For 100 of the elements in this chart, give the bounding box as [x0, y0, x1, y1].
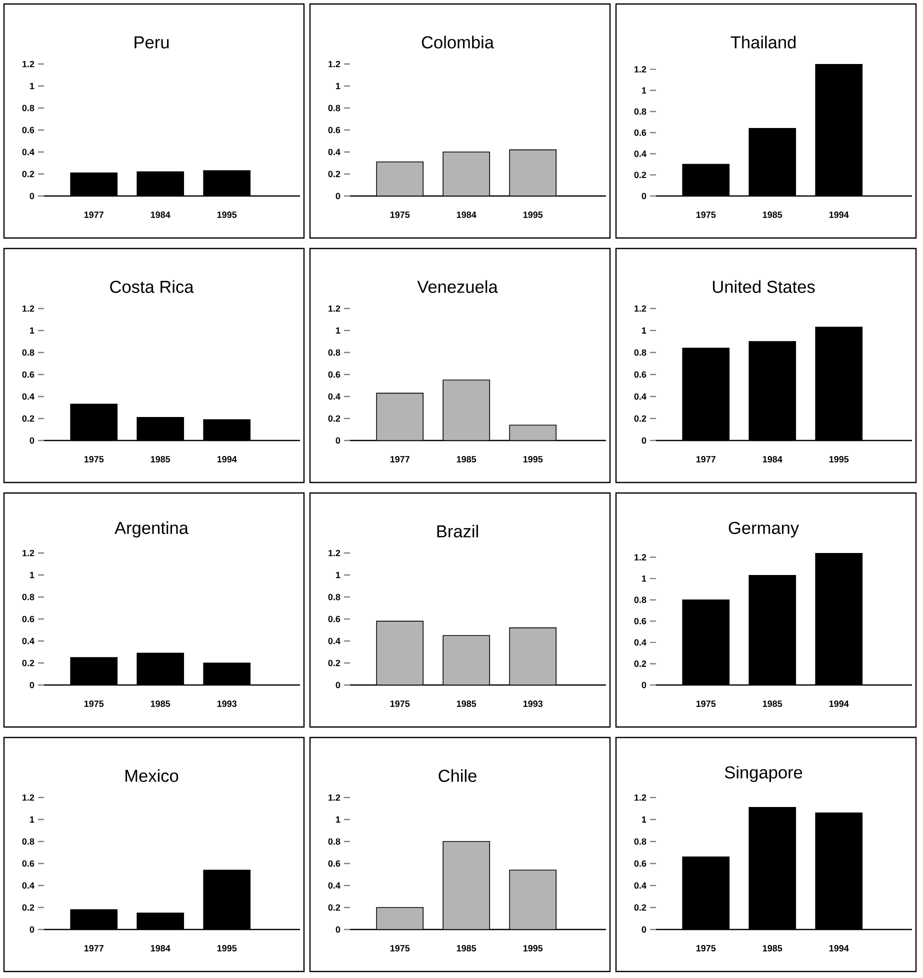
y-tick-label: 0.6: [22, 616, 34, 622]
x-tick-label: 1975: [696, 700, 716, 707]
y-tick-label: 1: [336, 816, 340, 823]
bar: [442, 152, 490, 196]
x-tick-label: 1977: [390, 456, 410, 462]
y-tick-label: 1.2: [328, 794, 340, 801]
y-tick-label: 0.4: [634, 882, 646, 889]
y-tick-label: 0.2: [634, 172, 646, 178]
bar: [442, 635, 490, 686]
y-tick-label: 0: [336, 926, 340, 933]
y-tick-label: 1.2: [22, 60, 34, 68]
x-tick-label: 1993: [523, 700, 543, 707]
y-tick-label: 0.8: [328, 838, 340, 845]
y-tick-label: 1: [30, 572, 34, 578]
x-tick-label: 1995: [523, 945, 543, 952]
x-tick-label: 1993: [217, 700, 237, 707]
chart-title: Germany: [728, 522, 800, 538]
y-tick-label: 0: [336, 682, 340, 688]
y-tick-label: 0.6: [328, 126, 340, 134]
x-tick-label: 1985: [150, 700, 170, 707]
y-tick-label: 1: [336, 327, 340, 334]
y-tick-label: 0.6: [22, 860, 34, 867]
y-tick-label: 0: [336, 192, 340, 200]
y-tick-label: 1: [642, 575, 646, 582]
x-tick-label: 1975: [84, 456, 104, 462]
y-tick-label: 0.2: [22, 660, 34, 666]
y-tick-label: 0.6: [22, 371, 34, 378]
x-tick-label: 1994: [217, 456, 237, 462]
y-tick-label: 0.4: [328, 393, 340, 400]
y-tick-label: 1.2: [634, 305, 646, 312]
y-tick-label: 0.4: [634, 393, 646, 400]
chart-title: United States: [712, 280, 815, 293]
x-tick-label: 1975: [390, 700, 410, 707]
y-tick-label: 1: [30, 82, 34, 90]
y-tick-label: 0: [642, 437, 646, 444]
y-tick-label: 1.2: [634, 66, 646, 72]
x-tick-label: 1977: [84, 212, 104, 218]
y-tick-label: 0.8: [634, 596, 646, 604]
y-tick-label: 1: [30, 816, 34, 823]
y-tick-label: 1.2: [328, 305, 340, 312]
y-tick-label: 0.8: [634, 349, 646, 356]
x-tick-label: 1995: [217, 945, 237, 952]
y-tick-label: 0.4: [328, 638, 340, 644]
y-tick-label: 0.4: [328, 148, 340, 156]
chart-title: Colombia: [422, 36, 494, 48]
y-tick-label: 0.6: [634, 371, 646, 378]
x-tick-label: 1985: [762, 700, 782, 707]
y-tick-label: 0: [336, 437, 340, 444]
y-tick-label: 0.4: [634, 639, 646, 646]
y-tick-label: 0.4: [22, 882, 34, 889]
bar: [376, 392, 424, 441]
x-tick-label: 1977: [84, 945, 104, 952]
y-tick-label: 0: [642, 192, 646, 200]
y-tick-label: 0.8: [328, 104, 340, 112]
y-tick-label: 0: [642, 926, 646, 933]
y-tick-label: 1.2: [328, 550, 340, 556]
x-tick-label: 1985: [456, 945, 476, 952]
bar: [376, 620, 424, 686]
chart-title: Argentina: [114, 521, 188, 538]
x-tick-label: 1975: [390, 945, 410, 952]
x-tick-label: 1995: [523, 456, 543, 462]
y-tick-label: 0.2: [328, 170, 340, 178]
y-tick-label: 0.8: [22, 594, 34, 600]
x-tick-label: 1975: [390, 212, 410, 218]
y-tick-label: 1: [30, 327, 34, 334]
y-tick-label: 0.8: [22, 349, 34, 356]
x-tick-label: 1975: [696, 945, 716, 952]
x-tick-label: 1985: [150, 456, 170, 462]
y-tick-label: 0.6: [328, 616, 340, 622]
y-tick-label: 0: [30, 926, 34, 933]
y-tick-label: 1.2: [328, 60, 340, 68]
y-tick-label: 0.8: [328, 594, 340, 600]
y-tick-label: 1.2: [22, 794, 34, 801]
chart-title: Brazil: [437, 524, 478, 538]
y-tick-label: 0.6: [634, 618, 646, 624]
y-tick-label: 1: [336, 82, 340, 90]
bar: [376, 907, 424, 930]
y-tick-label: 0: [642, 682, 646, 688]
y-tick-label: 0.8: [634, 838, 646, 845]
y-tick-label: 1: [642, 87, 646, 94]
x-tick-label: 1984: [150, 212, 170, 218]
x-tick-label: 1975: [84, 700, 104, 707]
x-tick-label: 1995: [217, 212, 237, 218]
y-tick-label: 0.6: [634, 129, 646, 136]
y-tick-label: 0.2: [328, 660, 340, 666]
x-tick-label: 1994: [829, 212, 849, 218]
x-tick-label: 1985: [456, 700, 476, 707]
chart-title: Costa Rica: [110, 280, 194, 293]
x-tick-label: 1994: [829, 700, 849, 707]
y-tick-label: 1.2: [634, 794, 646, 801]
y-tick-label: 1: [642, 816, 646, 823]
y-tick-label: 0: [30, 437, 34, 444]
y-tick-label: 0.4: [22, 638, 34, 644]
y-tick-label: 0.4: [634, 150, 646, 157]
x-tick-label: 1984: [456, 212, 476, 218]
x-tick-label: 1985: [762, 212, 782, 218]
chart-title: Peru: [134, 36, 169, 48]
x-tick-label: 1977: [696, 456, 716, 462]
x-tick-label: 1994: [829, 945, 849, 952]
bar: [509, 424, 557, 441]
